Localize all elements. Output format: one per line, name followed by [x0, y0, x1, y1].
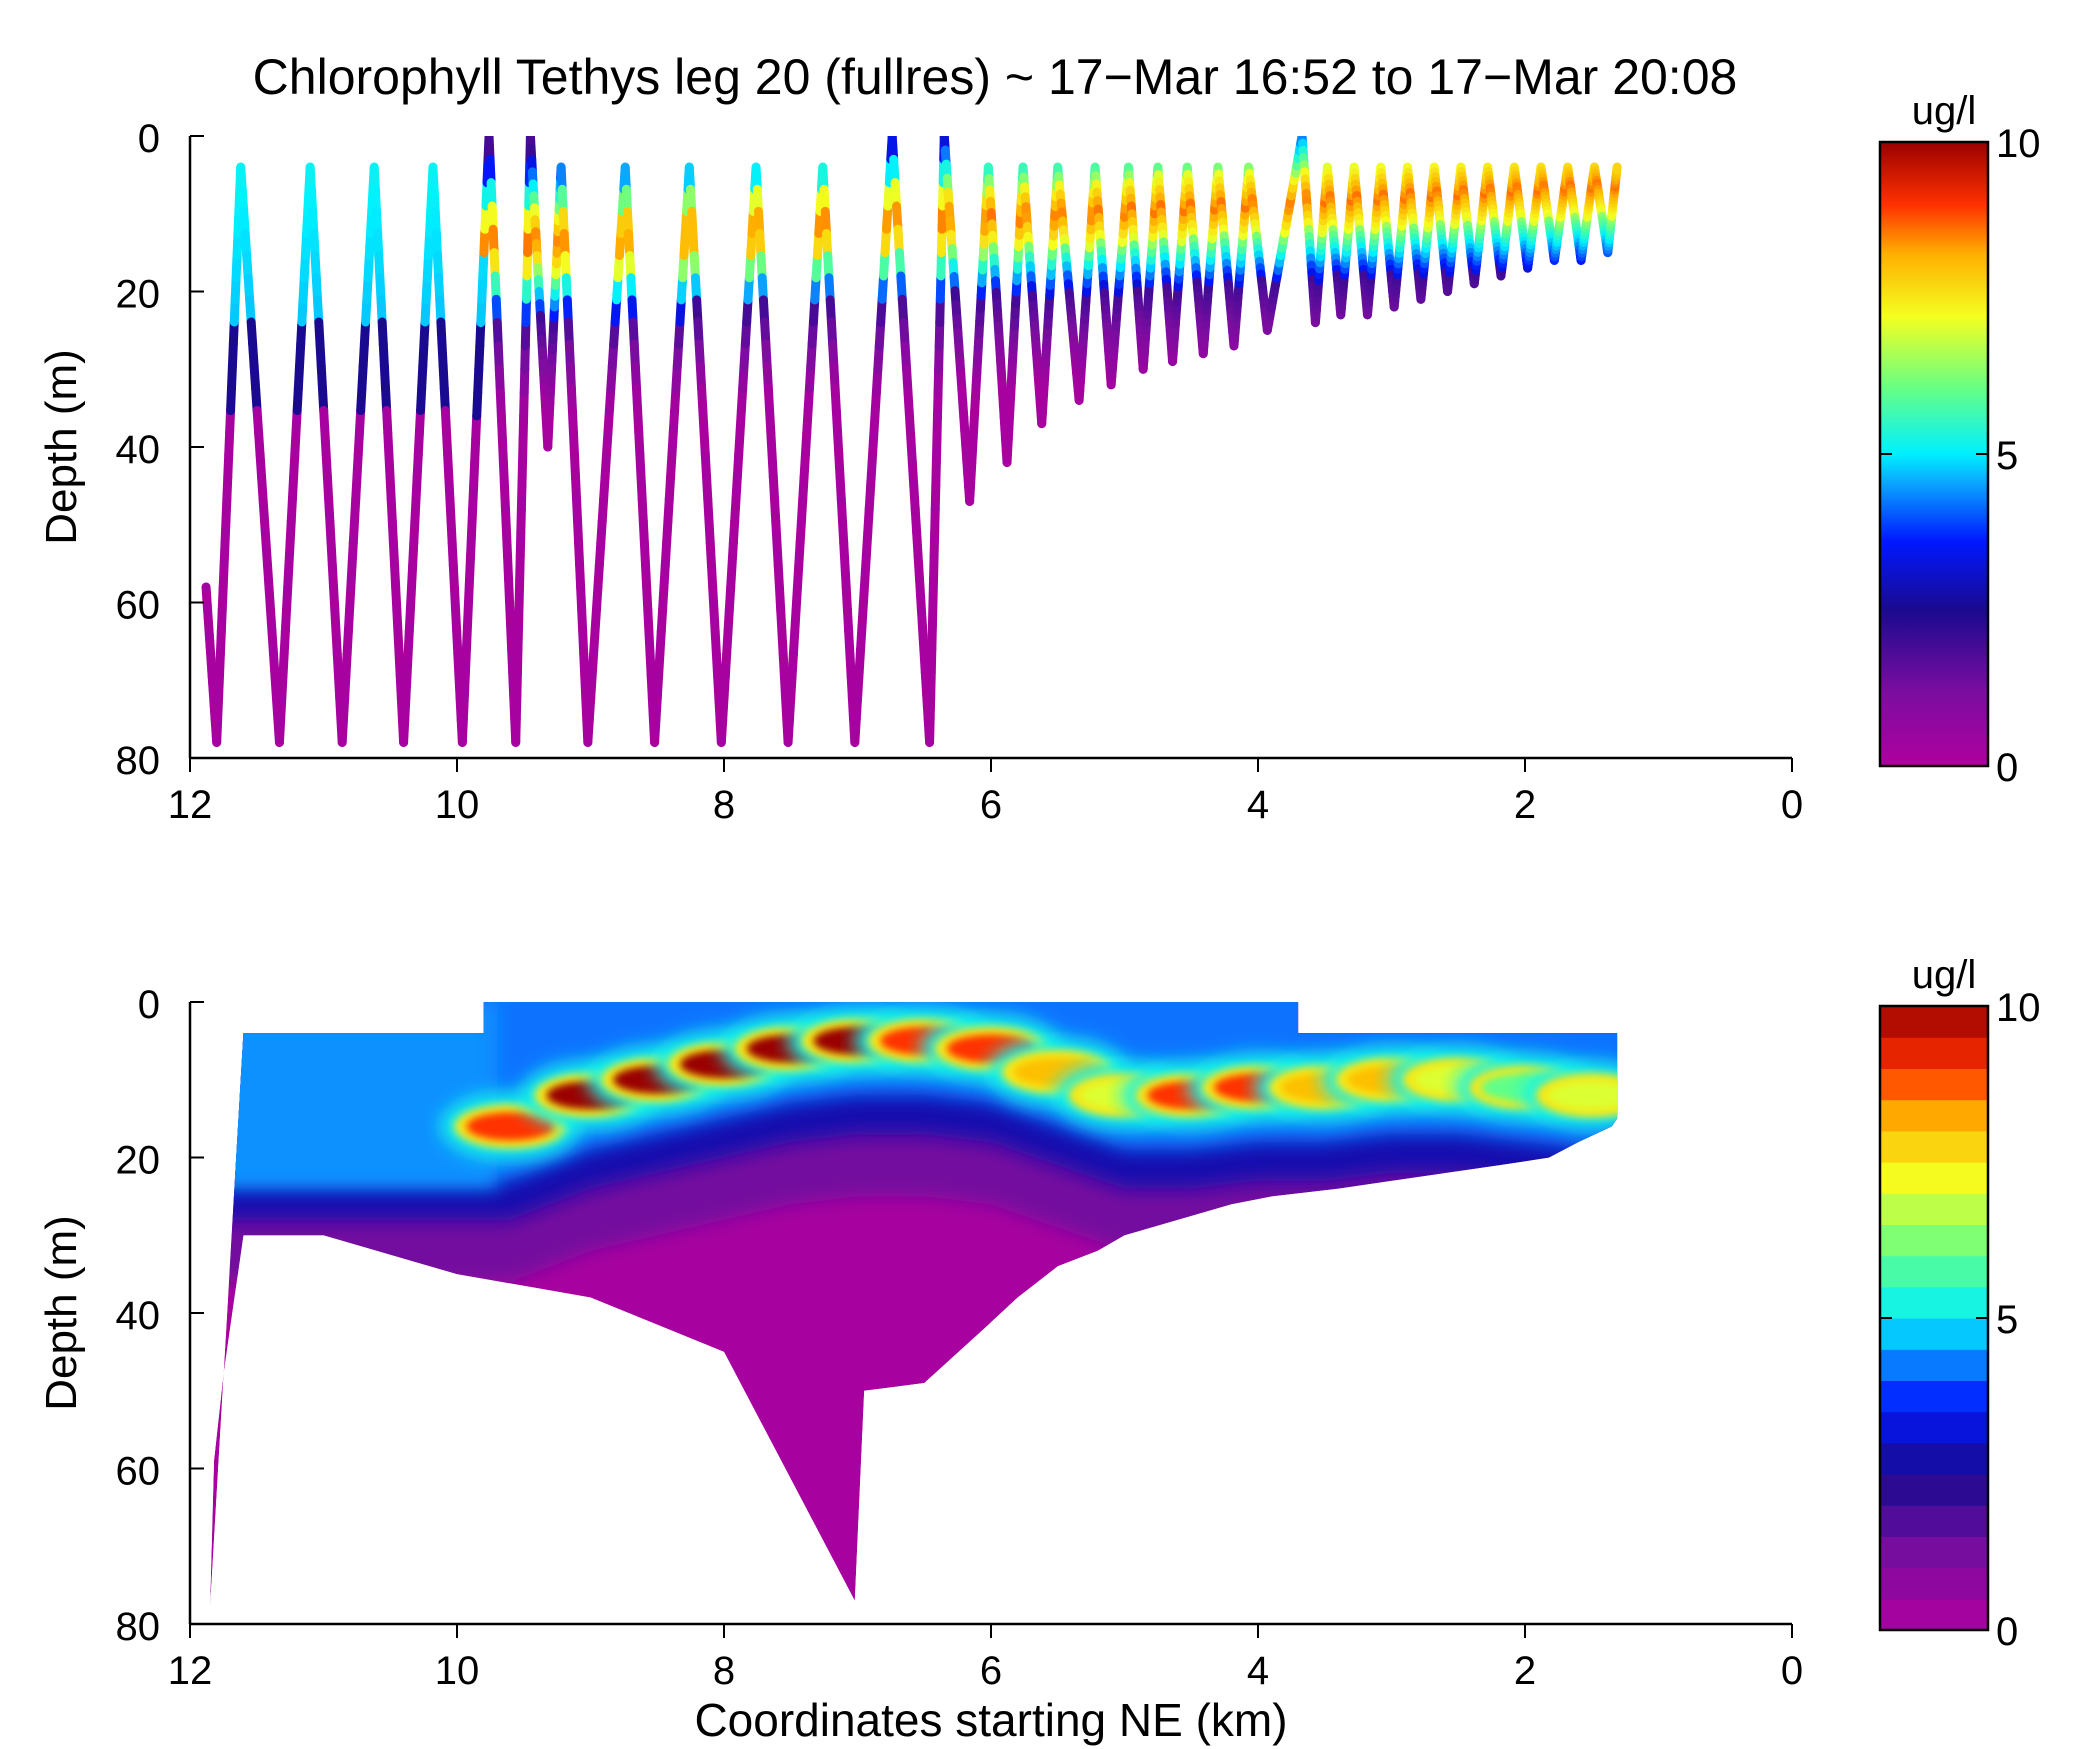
top-colorbar-unit-label: ug/l	[1912, 89, 1977, 133]
layer-core-peak	[1547, 1081, 1618, 1110]
bottom-colorbar-level	[1880, 1567, 1988, 1600]
bottom-plot-area	[210, 1002, 1618, 1609]
top-colorbar-tick-label: 10	[1996, 122, 2041, 166]
bottom-y-tick-label: 80	[116, 1605, 161, 1649]
top-y-tick-label: 80	[116, 739, 161, 783]
top-x-tick-label: 0	[1781, 783, 1803, 827]
bottom-colorbar-level	[1880, 1598, 1988, 1631]
figure-title: Chlorophyll Tethys leg 20 (fullres) ~ 17…	[253, 49, 1738, 105]
bottom-colorbar-level	[1880, 1162, 1988, 1194]
top-plot-area	[201, 136, 1622, 747]
bottom-x-tick-label: 4	[1247, 1649, 1269, 1693]
bottom-colorbar-tick-label: 0	[1996, 1610, 2018, 1654]
top-x-tick-label: 4	[1247, 783, 1269, 827]
layer-core-peak	[466, 1112, 555, 1141]
bottom-colorbar-level	[1880, 1130, 1988, 1163]
bottom-colorbar-level	[1880, 1474, 1988, 1506]
bottom-colorbar-level	[1880, 1505, 1988, 1537]
top-x-tick-label: 6	[980, 783, 1002, 827]
bottom-colorbar-level	[1880, 1037, 1988, 1069]
bottom-x-tick-label: 2	[1514, 1649, 1536, 1693]
top-x-tick-label: 12	[168, 783, 213, 827]
bottom-colorbar: 0 5 10 ug/l	[1878, 953, 2041, 1654]
top-x-tick-label: 10	[435, 783, 480, 827]
bottom-y-tick-label: 60	[116, 1450, 161, 1494]
bottom-colorbar-level	[1880, 1318, 1988, 1350]
bottom-x-tick-label: 0	[1781, 1649, 1803, 1693]
bottom-y-tick-label: 40	[116, 1294, 161, 1338]
bottom-colorbar-level	[1880, 1255, 1988, 1288]
bottom-colorbar-level	[1880, 1224, 1988, 1257]
bottom-y-axis-label: Depth (m)	[37, 1215, 86, 1411]
top-y-axis-label: Depth (m)	[37, 349, 86, 545]
section-left-surface-zone	[210, 1002, 498, 1189]
top-colorbar-tick-label: 0	[1996, 746, 2018, 790]
top-y-tick-label: 0	[138, 117, 160, 161]
top-y-tick-label: 60	[116, 584, 161, 628]
bottom-x-tick-label: 8	[713, 1649, 735, 1693]
top-x-tick-label: 8	[713, 783, 735, 827]
bottom-colorbar-level	[1880, 1068, 1988, 1101]
top-colorbar-gradient	[1880, 142, 1988, 766]
bottom-x-tick-label: 10	[435, 1649, 480, 1693]
bottom-x-tick-label: 6	[980, 1649, 1002, 1693]
bottom-colorbar-level	[1880, 1349, 1988, 1381]
top-y-tick-label: 20	[116, 273, 161, 317]
bottom-y-tick-label: 0	[138, 983, 160, 1027]
top-colorbar: 0 5 10 ug/l	[1878, 89, 2041, 790]
bottom-x-axis-label: Coordinates starting NE (km)	[694, 1694, 1287, 1746]
bottom-colorbar-level	[1880, 1442, 1988, 1475]
top-x-tick-label: 2	[1514, 783, 1536, 827]
bottom-colorbar-level	[1880, 1006, 1988, 1038]
bottom-colorbar-tick-label: 5	[1996, 1298, 2018, 1342]
bottom-colorbar-level	[1880, 1193, 1988, 1225]
bottom-colorbar-level	[1880, 1099, 1988, 1132]
bottom-colorbar-tick-label: 10	[1996, 986, 2041, 1030]
bottom-y-tick-label: 20	[116, 1139, 161, 1183]
bottom-colorbar-level	[1880, 1380, 1988, 1413]
top-colorbar-tick-label: 5	[1996, 434, 2018, 478]
bottom-colorbar-unit-label: ug/l	[1912, 953, 1977, 997]
bottom-colorbar-level	[1880, 1286, 1988, 1319]
bottom-x-tick-label: 12	[168, 1649, 213, 1693]
bottom-colorbar-level	[1880, 1411, 1988, 1444]
section-field	[210, 1002, 1618, 1609]
top-y-tick-label: 40	[116, 428, 161, 472]
bottom-colorbar-level	[1880, 1536, 1988, 1569]
